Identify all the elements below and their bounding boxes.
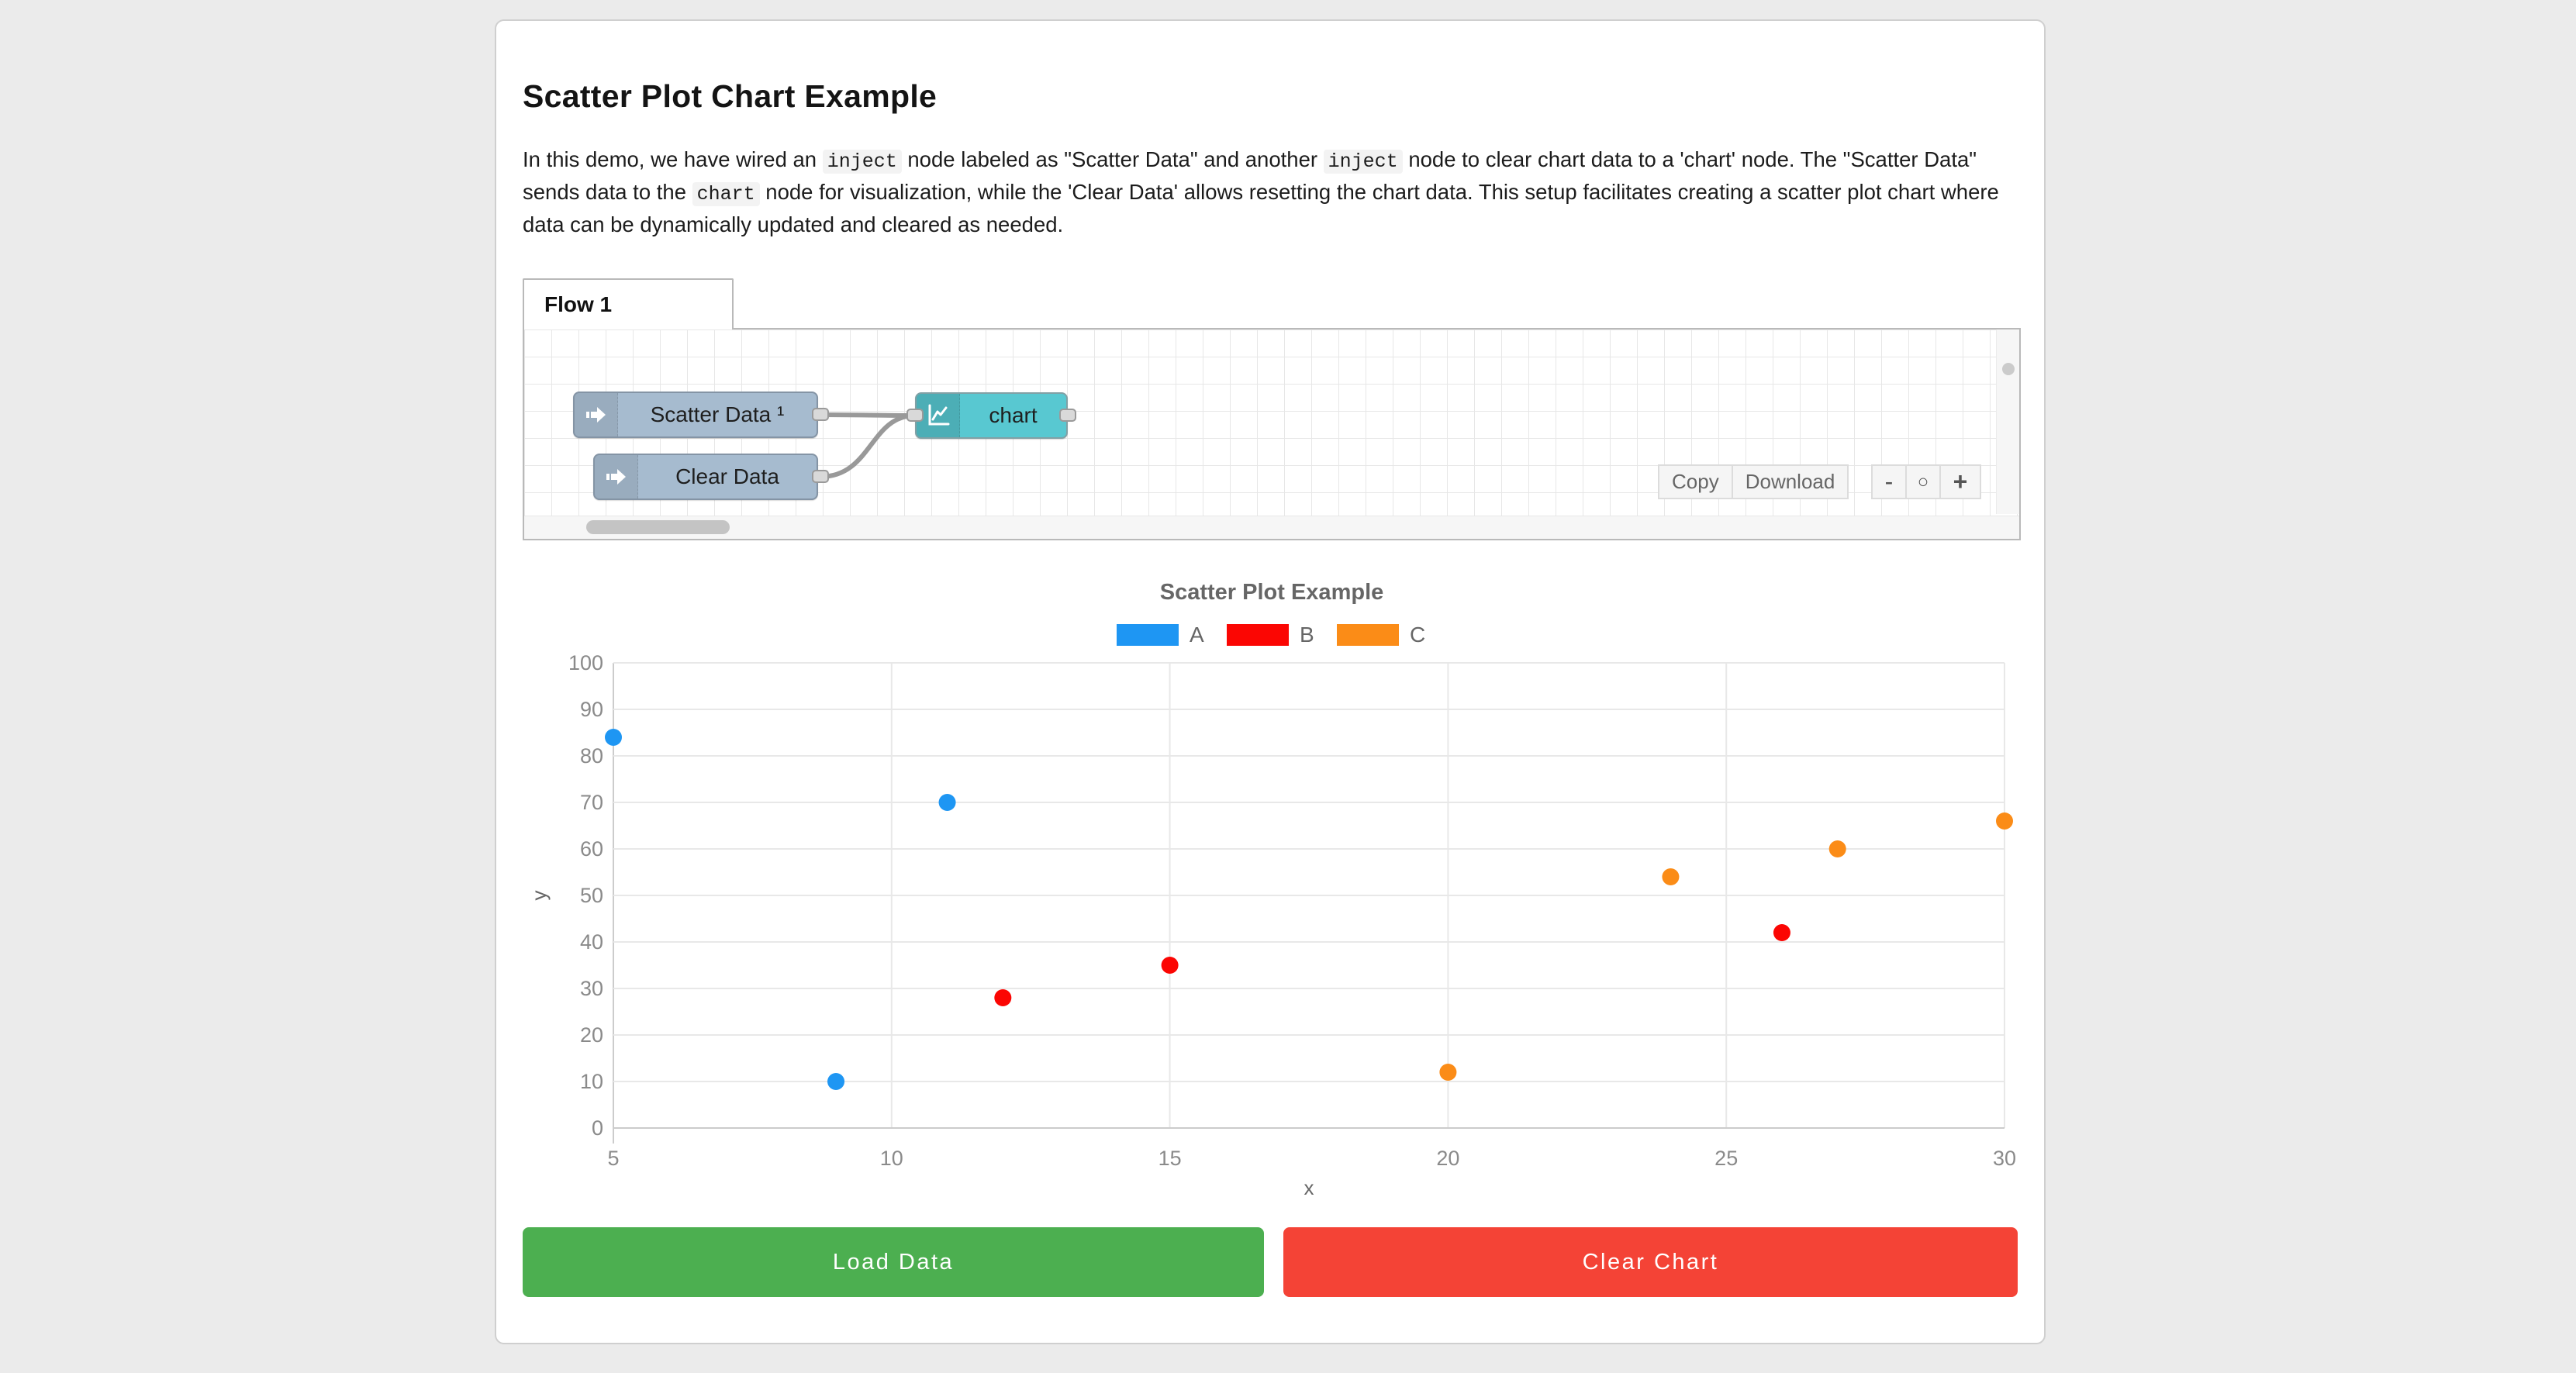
inline-code: chart [692,182,760,206]
chart-legend: A B C [1117,623,1425,647]
flow-canvas[interactable]: Scatter Data ¹ Clear Data [523,328,2021,540]
port-clear-data-out[interactable] [812,470,829,483]
legend-swatch [1117,624,1179,646]
inject-arrow-icon [575,393,618,436]
copy-button[interactable]: Copy [1658,464,1733,499]
port-chart-out[interactable] [1059,409,1076,422]
legend-swatch [1227,624,1289,646]
x-tick-label: 5 [607,1147,619,1170]
scatter-chart: Scatter Plot Example A B C 5 10 15 20 25 30 0 10 20 3… [523,564,2021,1215]
clear-chart-button[interactable]: Clear Chart [1283,1227,2018,1297]
text-segment: In this demo, we have wired an [523,147,823,171]
y-tick-label: 80 [580,744,603,768]
inline-code: inject [823,150,902,174]
x-tick-label: 30 [1993,1147,2016,1170]
data-point [994,989,1011,1006]
y-tick-label: 20 [580,1023,603,1047]
y-tick-label: 10 [580,1070,603,1093]
port-scatter-data-out[interactable] [812,408,829,421]
download-button[interactable]: Download [1732,464,1849,499]
node-clear-data[interactable]: Clear Data [593,454,818,500]
flow-tab[interactable]: Flow 1 [523,278,734,329]
canvas-indicator-dot [2002,363,2015,375]
canvas-scrollbar-track[interactable] [524,516,2019,539]
data-point [827,1073,844,1090]
x-axis-title: x [1304,1176,1314,1199]
series-B [994,924,1790,1006]
y-tick-label: 70 [580,791,603,814]
flow-toolbar: Copy Download [1659,464,1849,499]
node-label: Clear Data [638,455,817,498]
x-tick-label: 20 [1436,1147,1459,1170]
wire-clear-to-chart [820,416,915,477]
data-point [1162,957,1179,974]
legend-item-C[interactable]: C [1337,623,1425,647]
node-scatter-data[interactable]: Scatter Data ¹ [573,392,818,438]
wire-scatter-to-chart [820,415,915,416]
content-card: Scatter Plot Chart Example In this demo,… [495,19,2046,1344]
text-segment: node labeled as "Scatter Data" and anoth… [902,147,1324,171]
legend-item-B[interactable]: B [1227,623,1314,647]
action-buttons-row: Load Data Clear Chart [523,1227,2018,1297]
zoom-reset-button[interactable]: ○ [1905,464,1941,499]
zoom-out-button[interactable]: - [1871,464,1907,499]
y-axis-title: y [527,891,551,901]
series-A [605,729,956,1090]
scatter-chart-svg: Scatter Plot Example A B C 5 10 15 20 25 30 0 10 20 3… [523,564,2021,1215]
data-point [1439,1064,1456,1081]
legend-label: C [1410,623,1425,647]
legend-label: B [1300,623,1314,647]
data-point [1662,868,1679,885]
canvas-scrollbar-thumb[interactable] [586,520,730,534]
node-chart[interactable]: chart [915,392,1068,439]
y-tick-label: 40 [580,930,603,954]
legend-label: A [1190,623,1204,647]
flow-tab-label: Flow 1 [544,292,612,317]
inline-code: inject [1324,150,1403,174]
y-tick-label: 0 [592,1116,603,1140]
data-point [605,729,622,746]
data-point [1829,840,1846,857]
zoom-controls: - ○ + [1873,464,1981,499]
flow-editor: Flow 1 Scatter Data ¹ [523,278,2018,540]
zoom-in-button[interactable]: + [1939,464,1981,499]
legend-swatch [1337,624,1399,646]
y-tick-label: 30 [580,977,603,1000]
canvas-right-gutter [1996,329,2019,514]
data-point [1996,812,2013,830]
load-data-button[interactable]: Load Data [523,1227,1264,1297]
node-label: chart [960,394,1066,437]
x-tick-label: 15 [1159,1147,1182,1170]
data-point [939,794,956,811]
inject-arrow-icon [595,455,638,498]
y-tick-label: 100 [568,651,603,674]
x-tick-label: 25 [1714,1147,1738,1170]
x-tick-label: 10 [880,1147,903,1170]
node-label: Scatter Data ¹ [618,393,817,436]
data-point [1773,924,1790,941]
y-tick-label: 90 [580,698,603,721]
port-chart-in[interactable] [906,409,924,422]
y-tick-label: 50 [580,884,603,907]
y-tick-label: 60 [580,837,603,861]
description-paragraph: In this demo, we have wired an inject no… [523,144,2004,240]
page-title: Scatter Plot Chart Example [523,78,2018,115]
chart-title: Scatter Plot Example [1160,580,1384,605]
legend-item-A[interactable]: A [1117,623,1204,647]
